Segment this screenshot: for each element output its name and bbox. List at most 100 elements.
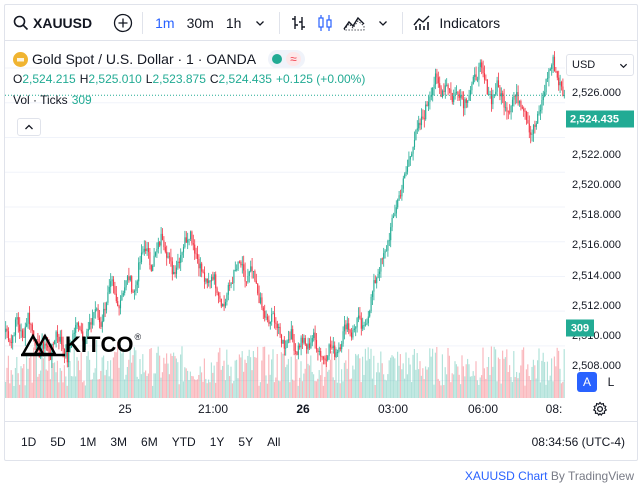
chart-type-dropdown[interactable] <box>370 10 396 36</box>
range-1d[interactable]: 1D <box>21 434 37 449</box>
candle-body <box>226 294 228 302</box>
candle-body <box>181 252 183 256</box>
candle-body <box>458 94 460 98</box>
price-axis[interactable]: 2,526.000 2,522.000 2,520.000 2,518.000 … <box>565 42 637 398</box>
candle-body <box>525 111 528 121</box>
candle-body <box>122 293 124 296</box>
market-status-pill[interactable]: ≈ <box>268 50 305 68</box>
volume-bar <box>75 376 77 398</box>
timezone-clock[interactable]: 08:34:56 (UTC-4) <box>531 434 625 449</box>
range-all[interactable]: All <box>267 434 281 449</box>
area-chart-button[interactable] <box>338 10 370 36</box>
volume-bar <box>149 349 151 398</box>
candle-body <box>325 359 327 361</box>
timeframe-1m[interactable]: 1m <box>155 14 175 31</box>
volume-bar <box>467 358 469 398</box>
indicators-button[interactable]: Indicators <box>409 5 500 40</box>
volume-bar <box>538 348 540 398</box>
volume-bar <box>181 346 183 398</box>
volume-bar <box>556 347 558 398</box>
volume-bar <box>41 349 43 398</box>
timeframe-dropdown[interactable] <box>247 10 273 36</box>
range-5d[interactable]: 5D <box>50 434 66 449</box>
candle-body <box>492 94 494 105</box>
volume-legend[interactable]: Vol · Ticks 309 <box>13 93 365 110</box>
timeframe-30m[interactable]: 30m <box>186 14 214 31</box>
volume-bar <box>500 383 502 398</box>
series-title[interactable]: Gold Spot / U.S. Dollar · 1 · OANDA <box>32 51 257 67</box>
symbol-chart-link[interactable]: XAUUSD Chart <box>464 469 548 483</box>
range-1y[interactable]: 1Y <box>209 434 225 449</box>
auto-scale-button[interactable]: A <box>577 372 597 392</box>
volume-bar <box>364 348 366 398</box>
candles-button[interactable] <box>312 10 338 36</box>
candle-body <box>13 335 15 337</box>
volume-bar <box>89 359 91 398</box>
time-tick-label: 21:00 <box>197 402 229 416</box>
candle-body <box>73 332 75 334</box>
range-ytd[interactable]: YTD <box>171 434 196 449</box>
volume-bar <box>180 354 182 398</box>
volume-bar <box>119 344 121 398</box>
range-1m[interactable]: 1M <box>79 434 97 449</box>
candle-body <box>272 313 274 315</box>
candle-body <box>34 339 36 346</box>
volume-bar <box>114 351 116 398</box>
candle-body <box>237 261 239 270</box>
volume-bar <box>469 376 471 398</box>
candle-body <box>174 271 176 274</box>
volume-bar <box>7 355 9 398</box>
time-axis[interactable]: 25 21:00 26 03:00 06:00 08: <box>5 398 565 421</box>
volume-bar <box>47 370 49 398</box>
volume-bar <box>320 375 322 398</box>
volume-bar <box>278 380 280 398</box>
volume-bar <box>380 351 382 398</box>
candle-body <box>532 125 535 134</box>
log-scale-button[interactable]: L <box>607 375 615 389</box>
currency-selector[interactable]: USD <box>566 54 634 76</box>
volume-bar <box>523 347 525 398</box>
bar-chart-button[interactable] <box>286 10 312 36</box>
candle-body <box>342 331 344 344</box>
volume-bar <box>464 376 466 398</box>
symbol-search[interactable]: XAUUSD <box>13 5 92 40</box>
candle-body <box>250 266 252 272</box>
range-5y[interactable]: 5Y <box>238 434 254 449</box>
volume-label: Vol · Ticks <box>13 93 68 107</box>
volume-bar <box>255 357 257 398</box>
volume-bar <box>461 355 463 398</box>
volume-bar <box>184 367 186 398</box>
candle-body <box>553 56 556 71</box>
candle-body <box>539 109 542 112</box>
volume-bar <box>507 372 509 398</box>
volume-bar <box>485 378 487 398</box>
volume-bar <box>104 375 106 398</box>
candle-body <box>231 282 234 284</box>
volume-bar <box>318 370 320 398</box>
volume-bar <box>559 368 561 398</box>
volume-bar <box>146 376 148 398</box>
candle-body <box>185 237 187 243</box>
candle-body <box>444 85 446 92</box>
chart-pane[interactable]: Gold Spot / U.S. Dollar · 1 · OANDA ≈ O2… <box>5 42 637 421</box>
candle-body <box>205 278 207 282</box>
candle-body <box>303 338 305 343</box>
price-chart[interactable] <box>5 42 565 398</box>
range-6m[interactable]: 6M <box>141 434 158 449</box>
volume-bar <box>171 355 173 398</box>
kitco-wordmark: KITCO <box>65 332 134 357</box>
tradingview-attribution[interactable]: XAUUSD Chart By TradingView <box>465 469 634 483</box>
collapse-legend-button[interactable] <box>17 118 41 136</box>
range-3m[interactable]: 3M <box>110 434 128 449</box>
volume-bar <box>454 361 456 398</box>
compare-add-button[interactable] <box>110 10 136 36</box>
candle-body <box>549 68 551 71</box>
volume-bar <box>465 364 467 398</box>
volume-bar <box>476 380 478 398</box>
volume-bar <box>472 371 474 398</box>
candle-body <box>146 248 148 252</box>
volume-bar <box>385 380 387 398</box>
chart-settings-button[interactable] <box>591 400 609 418</box>
volume-bar <box>308 365 310 398</box>
timeframe-1h[interactable]: 1h <box>225 14 242 31</box>
